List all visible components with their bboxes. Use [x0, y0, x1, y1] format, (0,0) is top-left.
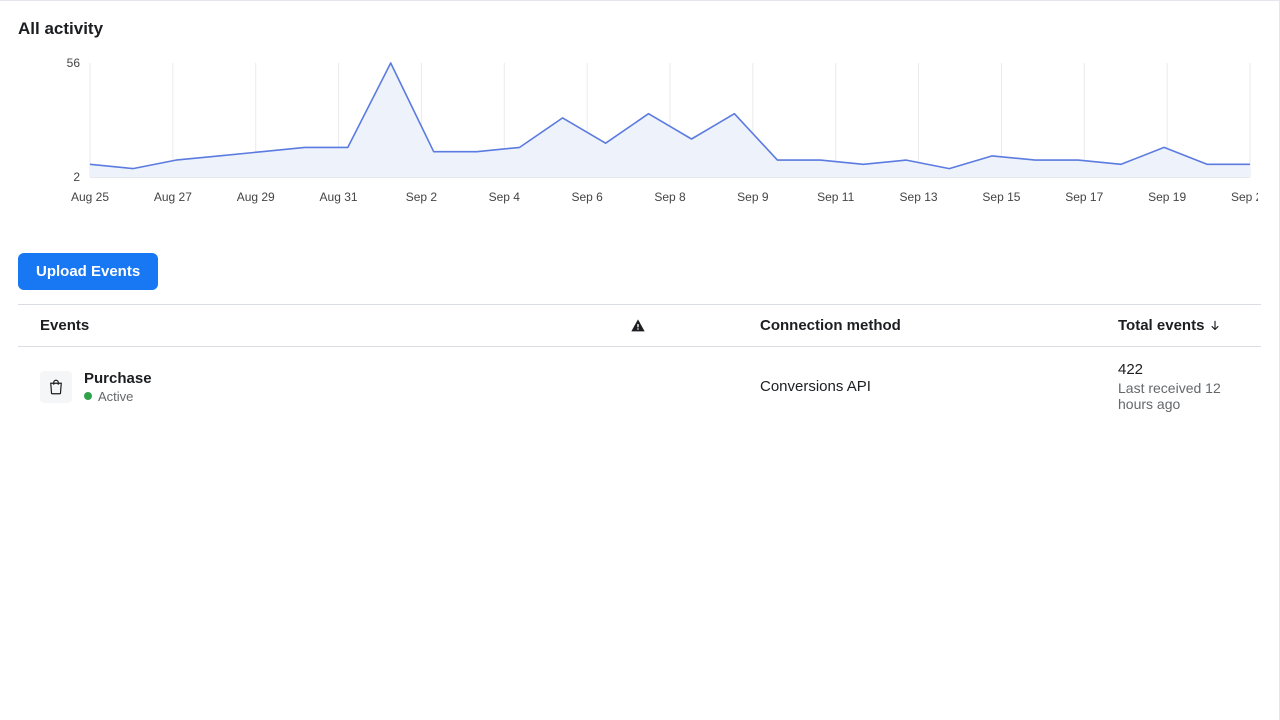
svg-text:Sep 4: Sep 4	[489, 190, 521, 204]
column-header-total-label: Total events	[1118, 317, 1204, 334]
cell-connection: Conversions API	[760, 378, 1118, 395]
table-row[interactable]: Purchase Active Conversions API 422 Last…	[18, 347, 1261, 426]
column-header-connection[interactable]: Connection method	[760, 317, 1118, 334]
svg-text:Aug 31: Aug 31	[320, 190, 358, 204]
svg-text:Sep 17: Sep 17	[1065, 190, 1103, 204]
svg-text:Aug 25: Aug 25	[71, 190, 109, 204]
activity-chart: 56 2 Aug 25 Aug 27 Aug 29 Aug 31 Sep 2 Sep 4 Sep…	[18, 55, 1258, 225]
activity-panel: All activity 56 2 Aug 25 Aug 27 Aug 29 Aug 31…	[0, 0, 1280, 720]
event-icon-box	[40, 371, 72, 403]
page-title: All activity	[18, 19, 1261, 39]
svg-text:Sep 15: Sep 15	[982, 190, 1020, 204]
status-dot-icon	[84, 392, 92, 400]
events-table-header: Events Connection method Total events	[18, 304, 1261, 347]
warning-icon	[630, 318, 646, 334]
cell-last-received: Last received 12 hours ago	[1118, 380, 1239, 412]
svg-text:Sep 8: Sep 8	[654, 190, 686, 204]
svg-text:Sep 13: Sep 13	[900, 190, 938, 204]
shopping-bag-icon	[47, 378, 65, 396]
svg-text:Sep 6: Sep 6	[571, 190, 603, 204]
column-header-events[interactable]: Events	[40, 317, 630, 334]
svg-text:Aug 27: Aug 27	[154, 190, 192, 204]
svg-text:Sep 21: Sep 21	[1231, 190, 1258, 204]
cell-total: 422	[1118, 361, 1239, 378]
arrow-down-icon	[1208, 319, 1222, 333]
event-status: Active	[84, 389, 152, 404]
svg-text:Sep 2: Sep 2	[406, 190, 438, 204]
svg-text:2: 2	[73, 170, 80, 184]
svg-text:56: 56	[67, 56, 81, 70]
svg-text:Sep 11: Sep 11	[817, 190, 854, 204]
svg-text:Sep 9: Sep 9	[737, 190, 769, 204]
svg-text:Sep 19: Sep 19	[1148, 190, 1186, 204]
column-header-warning[interactable]	[630, 318, 760, 334]
event-name: Purchase	[84, 370, 152, 387]
event-status-label: Active	[98, 389, 133, 404]
svg-text:Aug 29: Aug 29	[237, 190, 275, 204]
upload-events-button[interactable]: Upload Events	[18, 253, 158, 290]
column-header-total[interactable]: Total events	[1118, 317, 1239, 334]
